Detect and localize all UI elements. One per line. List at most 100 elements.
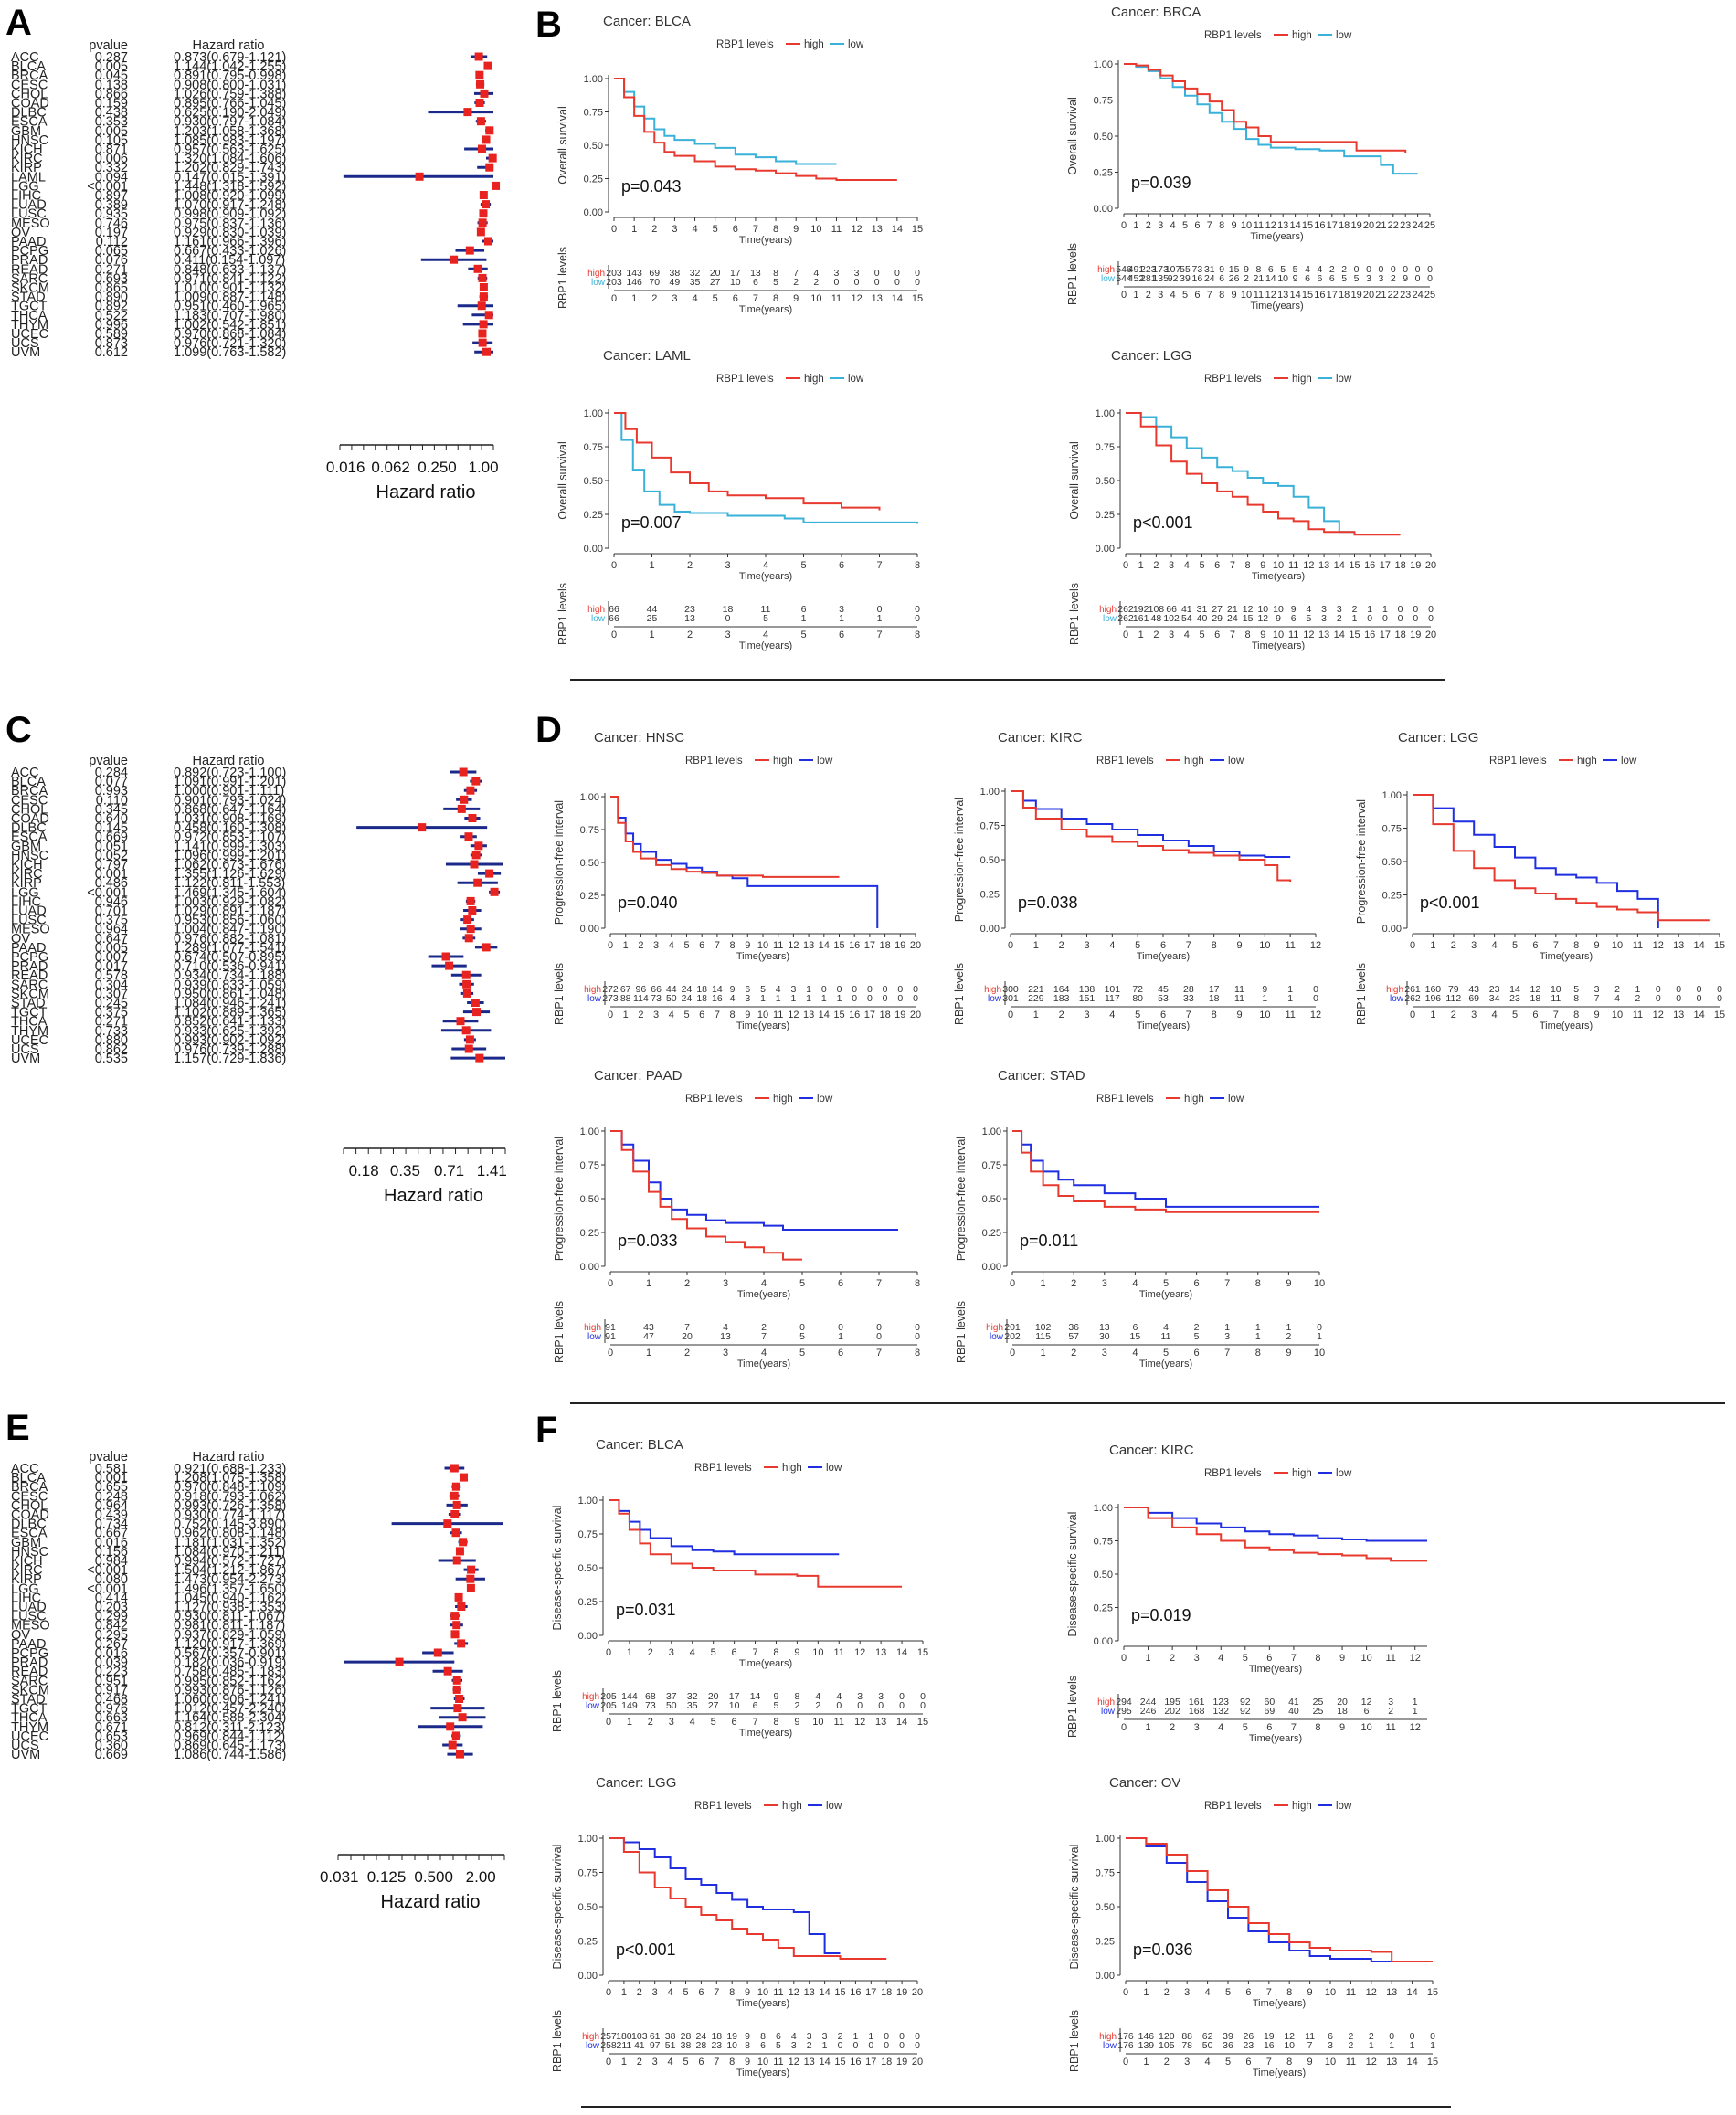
risk-count-high: 4 (836, 1691, 842, 1702)
risk-x-tick-label: 1 (623, 1010, 629, 1020)
km-x-tick-label: 5 (713, 224, 718, 235)
km-x-title: Time(years) (736, 951, 789, 962)
risk-count-high: 9 (745, 2031, 750, 2042)
km-y-tick-label: 0.00 (1094, 1636, 1113, 1647)
km-x-tick-label: 13 (804, 1987, 815, 1998)
risk-count-high: 3 (822, 2031, 828, 2042)
forest-point (450, 1464, 459, 1473)
forest-point (450, 1510, 460, 1518)
km-x-tick-label: 0 (608, 1278, 613, 1289)
km-x-tick-label: 21 (1375, 220, 1386, 231)
risk-count-low: 23 (711, 2040, 722, 2051)
forest-pvalue: 0.271 (95, 262, 128, 277)
risk-x-tick-label: 14 (896, 1717, 907, 1728)
risk-count-low: 1 (1255, 1331, 1261, 1342)
forest-point (482, 135, 491, 144)
risk-count-low: 40 (1288, 1706, 1299, 1717)
km-y-title: Disease-specific survival (1066, 1512, 1079, 1637)
km-x-tick-label: 3 (672, 224, 677, 235)
forest-point (482, 200, 491, 209)
risk-count-low: 0 (878, 1700, 884, 1711)
km-x-tick-label: 8 (1219, 220, 1224, 231)
km-x-tick-label: 11 (834, 1647, 844, 1658)
risk-x-tick-label: 9 (1307, 2057, 1313, 2067)
forest-pvalue: 0.640 (95, 812, 128, 827)
forest-point (485, 163, 494, 172)
km-x-tick-label: 11 (1633, 940, 1643, 951)
risk-x-tick-label: 7 (1553, 1010, 1559, 1020)
panel-separators (570, 679, 1725, 2108)
risk-count-high: 96 (636, 984, 647, 995)
forest-hr-text: 1.208(1.075-1.358) (174, 1471, 286, 1486)
km-x-tick-label: 14 (1334, 560, 1345, 571)
km-y-title: Progression-free interval (953, 798, 966, 922)
km-legend-title: RBP1 levels (1489, 756, 1547, 767)
forest-pvalue: 0.946 (95, 894, 128, 909)
forest-pvalue: 0.993 (95, 784, 128, 798)
risk-x-tick-label: 11 (1254, 290, 1264, 301)
forest-cancer-label: UVM (11, 345, 40, 360)
risk-count-high: 195 (1164, 1697, 1180, 1708)
risk-x-tick-label: 18 (879, 1010, 890, 1020)
forest-cancer-label: SKCM (11, 987, 49, 1001)
forest-hr-text: 1.008(0.920-1.099) (174, 189, 286, 204)
km-x-tick-label: 10 (1259, 940, 1270, 951)
forest-cancer-label: READ (11, 1665, 48, 1679)
forest-cancer-label: CHOL (11, 87, 48, 101)
forest-point (468, 814, 477, 822)
km-curve-high (610, 796, 840, 878)
forest-point (456, 1017, 465, 1026)
risk-count-low: 26 (1229, 273, 1240, 284)
km-x-tick-label: 4 (1184, 560, 1190, 571)
risk-count-low: 3 (1366, 273, 1371, 284)
forest-pvalue: 0.245 (95, 997, 128, 1011)
risk-x-tick-label: 8 (730, 1010, 736, 1020)
forest-pvalue: 0.842 (95, 1619, 128, 1634)
km-x-tick-label: 10 (757, 940, 768, 951)
risk-x-tick-label: 7 (752, 1717, 757, 1728)
risk-count-low: 1 (776, 993, 781, 1004)
forest-point (443, 1666, 452, 1676)
risk-count-low: 258 (600, 2040, 617, 2051)
risk-count-high: 32 (687, 1691, 698, 1702)
forest-tick-label: 2.00 (466, 1868, 496, 1886)
risk-count-high: 0 (883, 984, 888, 995)
forest-point (479, 283, 488, 291)
km-x-tick-label: 4 (690, 1647, 695, 1658)
km-x-tick-label: 5 (1243, 1653, 1248, 1664)
km-curve-high (1011, 790, 1292, 882)
risk-count-high: 3 (1321, 604, 1327, 615)
risk-x-tick-label: 9 (794, 1717, 799, 1728)
km-x-tick-label: 2 (648, 1647, 653, 1658)
risk-count-high: 23 (1489, 984, 1500, 995)
forest-cancer-label: KICH (11, 143, 43, 157)
risk-count-high: 2 (1341, 264, 1347, 275)
risk-count-high: 14 (1509, 984, 1520, 995)
risk-count-high: 17 (1209, 984, 1220, 995)
risk-x-tick-label: 0 (611, 629, 617, 640)
risk-count-low: 0 (1676, 993, 1681, 1004)
risk-x-tick-label: 9 (745, 1010, 750, 1020)
risk-count-high: 6 (1268, 264, 1274, 275)
risk-count-low: 5 (1194, 1331, 1200, 1342)
forest-pvalue: 0.746 (95, 217, 128, 231)
forest-pvalue: 0.375 (95, 914, 128, 928)
forest-pvalue: 0.345 (95, 802, 128, 817)
risk-count-low: 139 (1138, 2040, 1155, 2051)
forest-cancer-label: THCA (11, 1015, 48, 1030)
risk-x-tick-label: 10 (1259, 1010, 1270, 1020)
risk-count-low: 30 (1099, 1331, 1110, 1342)
risk-count-low: 4 (1614, 993, 1620, 1004)
risk-x-tick-label: 6 (732, 1717, 737, 1728)
risk-count-high: 0 (838, 1322, 843, 1333)
km-x-tick-label: 10 (1241, 220, 1252, 231)
risk-count-low: 149 (621, 1700, 638, 1711)
km-x-tick-label: 0 (1121, 220, 1127, 231)
km-y-tick-label: 0.75 (578, 1529, 598, 1540)
km-curve-low (610, 1130, 898, 1232)
forest-hr-text: 1.161(0.966-1.396) (174, 235, 286, 249)
km-x-tick-label: 5 (800, 560, 806, 571)
km-x-tick-label: 20 (1425, 560, 1436, 571)
km-title: Cancer: BRCA (1111, 5, 1201, 20)
